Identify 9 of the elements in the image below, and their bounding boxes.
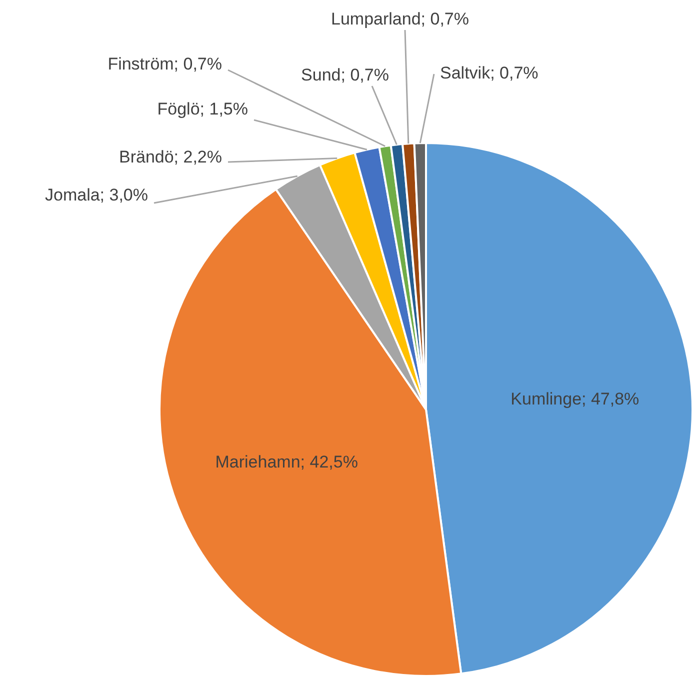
slice-label: Mariehamn; 42,5% <box>215 452 358 472</box>
slice-label: Brändö; 2,2% <box>118 148 222 167</box>
slice-label: Jomala; 3,0% <box>45 186 148 205</box>
slice-label: Saltvik; 0,7% <box>440 64 538 83</box>
slice-label: Kumlinge; 47,8% <box>510 389 640 408</box>
slice-label: Lumparland; 0,7% <box>331 10 469 29</box>
slice-label: Finström; 0,7% <box>108 54 222 74</box>
slice-label: Sund; 0,7% <box>301 66 389 85</box>
slice-label: Föglö; 1,5% <box>157 100 248 119</box>
